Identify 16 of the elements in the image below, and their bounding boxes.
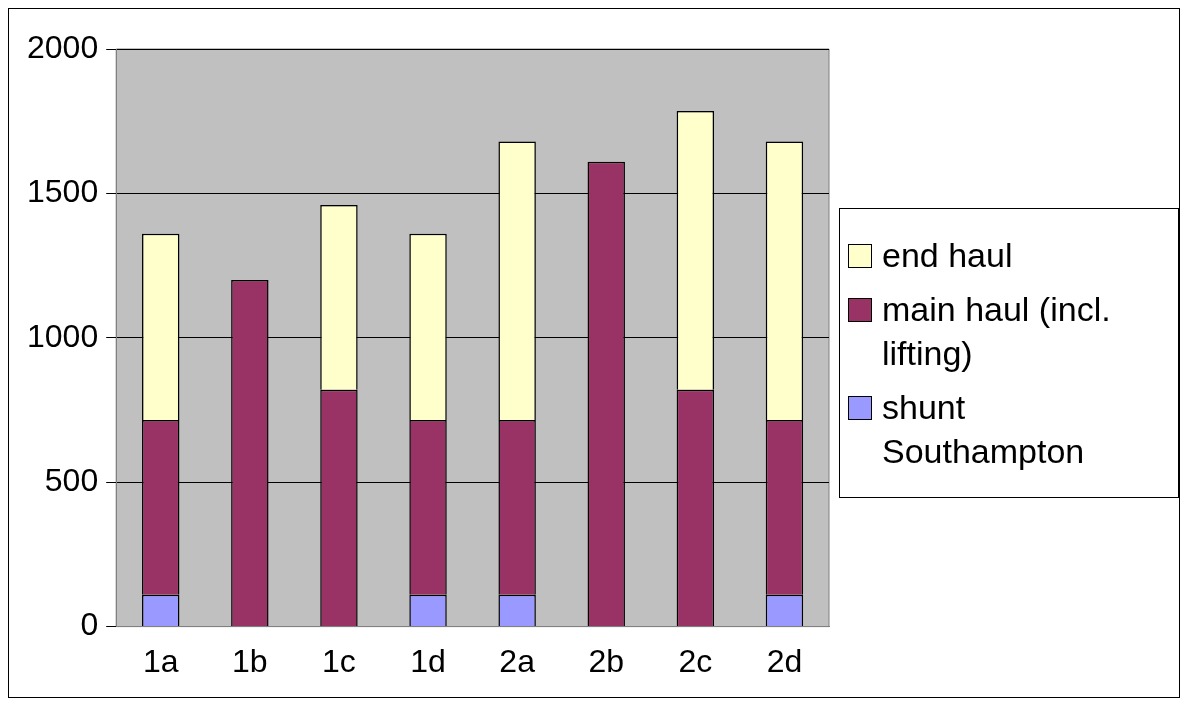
x-tick-label: 2a: [499, 642, 536, 679]
y-tick-label: 2000: [27, 28, 99, 65]
x-tick-label: 1b: [232, 642, 268, 679]
x-tick-label: 2c: [678, 642, 713, 679]
x-tick-label: 2b: [588, 642, 625, 679]
y-tick-label: 0: [80, 606, 99, 643]
x-tick-label: 1c: [322, 642, 356, 679]
legend-label: shunt Southampton: [882, 387, 1086, 472]
y-tick-label: 500: [44, 462, 99, 499]
y-tick-label: 1000: [27, 317, 99, 354]
y-tick-label: 1500: [27, 173, 99, 210]
legend-label: end haul: [882, 235, 1013, 276]
x-tick-label: 2d: [766, 642, 803, 679]
x-tick-label: 1d: [410, 642, 446, 679]
x-tick-label: 1a: [142, 642, 179, 679]
legend-label: main haul (incl. lifting): [882, 289, 1112, 374]
